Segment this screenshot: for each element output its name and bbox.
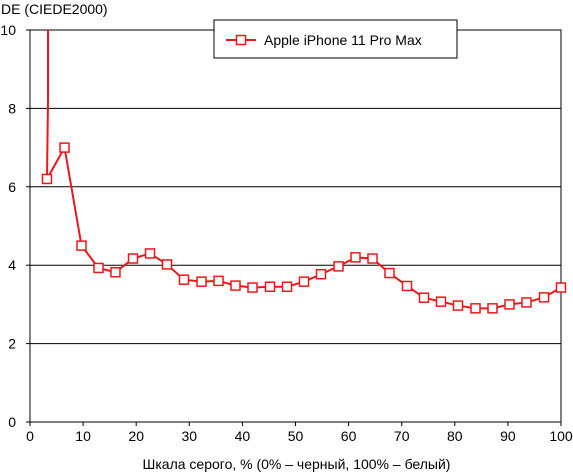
data-point [41,173,53,185]
x-tick-label: 20 [128,428,144,444]
data-point [555,282,567,293]
data-point [298,276,310,287]
x-tick-label: 60 [341,428,357,444]
data-point [470,303,481,314]
legend-marker [235,34,247,46]
data-point [418,292,430,303]
data-point [435,296,447,307]
y-tick-label: 4 [8,257,16,273]
data-point [161,259,173,270]
y-tick-label: 6 [8,179,16,195]
x-tick-label: 70 [394,428,410,444]
data-point [367,253,378,264]
x-tick-label: 40 [235,428,251,444]
data-point [59,142,70,153]
data-point [487,303,498,314]
data-point [350,252,361,263]
x-tick-label: 10 [75,428,91,444]
x-tick-label: 50 [288,428,304,444]
data-point [230,280,241,291]
legend: Apple iPhone 11 Pro Max [213,19,458,59]
data-point [144,248,156,259]
plot-area [29,29,562,423]
series-line [45,30,561,310]
data-point [315,268,327,280]
data-point [401,280,413,292]
x-axis-title: Шкала серого, % (0% – черный, 100% – бел… [143,456,451,472]
x-axis-ticks: 0 10 20 30 40 50 60 70 80 90 100 [26,422,573,444]
gridlines [30,107,561,345]
data-point [333,261,344,272]
data-point [538,292,550,303]
y-tick-label: 2 [8,336,16,352]
data-point [213,275,224,287]
data-point [196,276,207,287]
data-point [247,282,258,293]
data-point [384,267,395,279]
y-tick-label: 0 [8,414,16,430]
y-tick-label: 8 [8,100,16,116]
data-point [110,267,121,278]
data-point [452,300,464,311]
y-tick-label: 10 [0,22,16,38]
data-point [93,262,104,274]
y-axis-title: DE (CIEDE2000) [1,1,108,17]
data-point [521,297,532,308]
data-point [264,281,276,293]
series-layer [41,30,567,314]
x-tick-label: 90 [500,428,516,444]
x-tick-label: 0 [26,428,34,444]
data-point [76,240,87,251]
data-point [504,299,515,310]
data-point [127,253,139,264]
legend-series-name: Apple iPhone 11 Pro Max [264,32,422,48]
y-axis-ticks: 0 2 4 6 8 10 [0,22,30,430]
x-tick-label: 100 [549,428,573,444]
x-tick-label: 30 [182,428,198,444]
data-point [178,274,190,285]
data-point [281,281,293,293]
x-tick-label: 80 [447,428,463,444]
